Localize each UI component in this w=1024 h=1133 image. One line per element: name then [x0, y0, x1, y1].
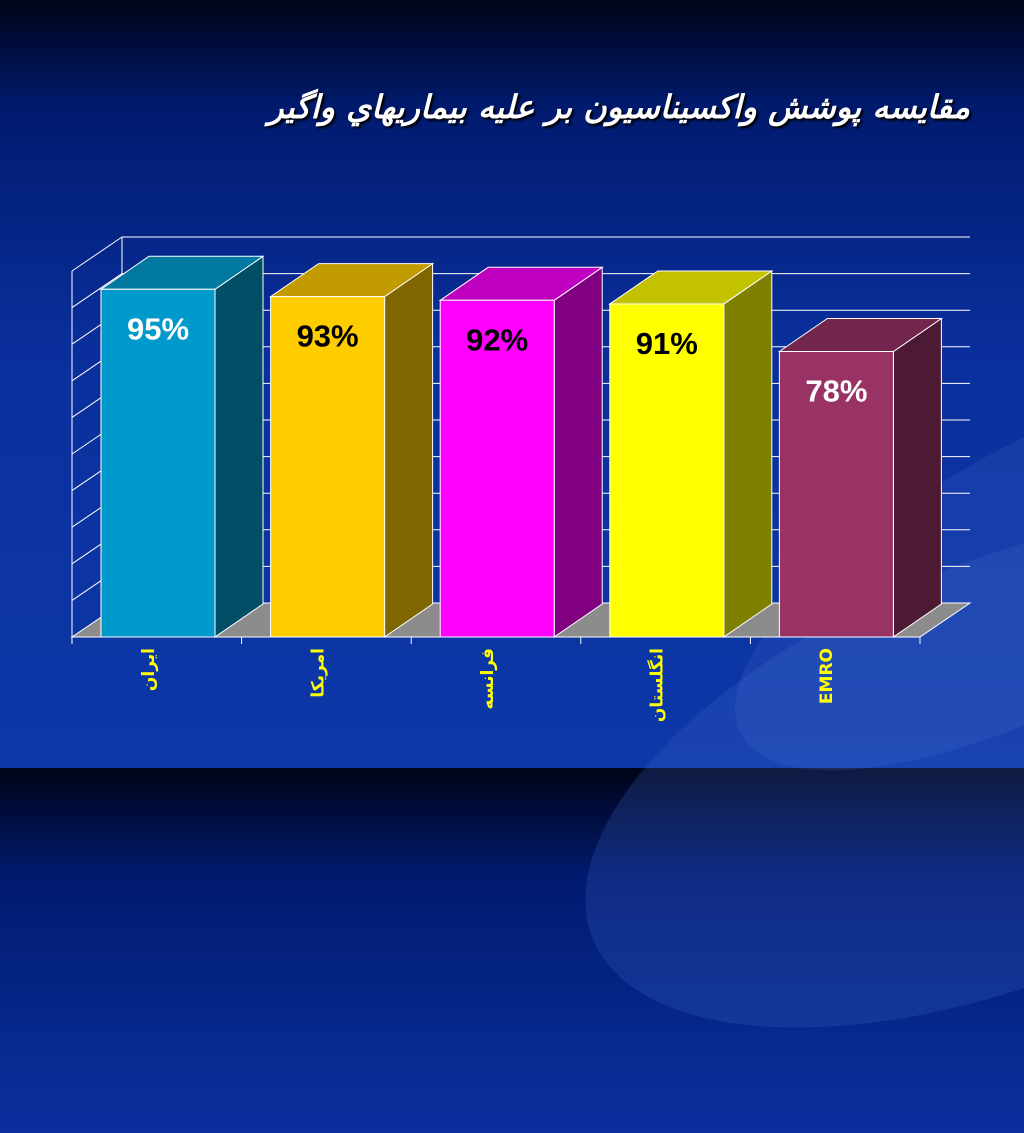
- data-label: 93%: [297, 319, 359, 354]
- gridline-side: [71, 273, 123, 309]
- bar: [100, 288, 216, 638]
- bar-side: [384, 262, 434, 638]
- category-label: انگلستان: [647, 648, 668, 722]
- category-label: EMRO: [817, 648, 837, 704]
- bar-chart: 95% ايران 93% امريكا 92% فرانسه 91% انگلستان 78%…: [71, 236, 970, 723]
- bar: [778, 351, 894, 638]
- bar-side: [723, 269, 773, 638]
- bar: [439, 299, 555, 638]
- category-label: ايران: [139, 648, 159, 691]
- data-label: 78%: [805, 374, 867, 409]
- bar: [609, 303, 725, 638]
- data-label: 92%: [466, 322, 528, 357]
- data-label: 95%: [127, 311, 189, 346]
- slide-title: مقايسه پوشش واكسيناسيون بر عليه بيماريها…: [268, 88, 970, 126]
- bar: [270, 296, 386, 638]
- data-label: 91%: [636, 326, 698, 361]
- gridline-side: [71, 236, 123, 272]
- bar-side: [892, 317, 942, 638]
- category-label: فرانسه: [478, 648, 498, 710]
- category-label: امريكا: [308, 648, 328, 698]
- bar-side: [553, 266, 603, 638]
- bar-side: [214, 255, 264, 638]
